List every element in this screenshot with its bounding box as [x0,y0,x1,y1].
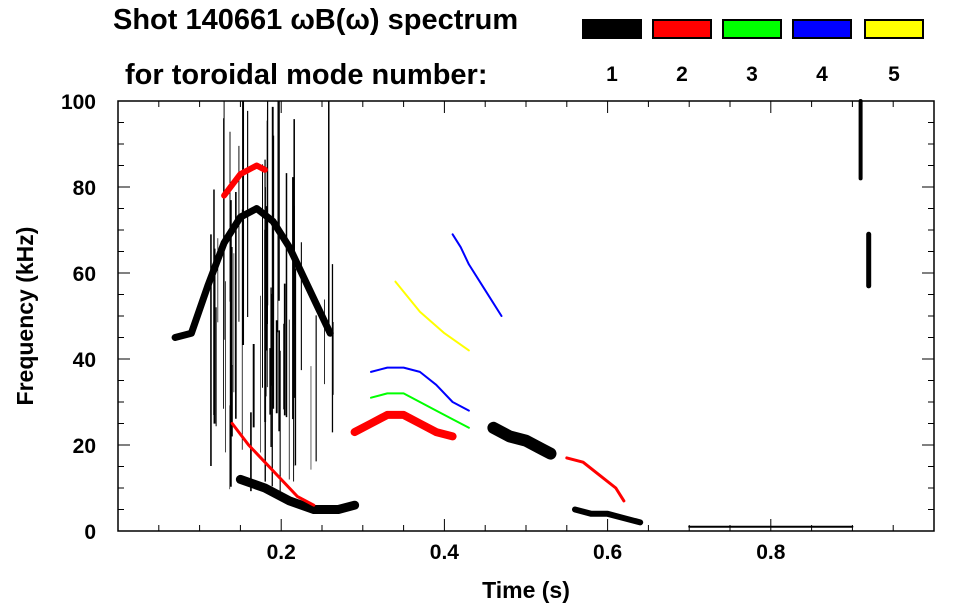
x-axis-title: Time (s) [482,577,570,603]
legend-label-mode-5: 5 [888,63,900,86]
legend-label-mode-1: 1 [606,63,618,86]
x-tick-label: 0.4 [430,541,460,564]
axis-ticks [118,101,934,531]
x-tick-label: 0.8 [756,541,786,564]
legend-swatch-mode-3 [722,19,782,39]
axis-labels: 0.2 0.4 0.6 0.8 0 20 40 60 80 100 [61,91,786,564]
feature-n1-early-chirp [171,205,334,341]
feature-n1-late-burst [487,421,557,460]
chart-title-line2: for toroidal mode number: [125,59,488,91]
y-axis-title: Frequency (kHz) [12,227,38,406]
legend-swatch-mode-1 [582,19,642,39]
feature-n4-central-mode [370,366,470,412]
y-tick-label: 80 [73,177,96,200]
spectrogram-features [171,99,872,528]
y-tick-label: 40 [73,349,96,372]
y-tick-label: 100 [61,91,96,114]
feature-n2-late [565,456,626,503]
feature-n1-low-freq-burst [235,474,360,514]
x-tick-label: 0.2 [267,541,296,564]
feature-n2-early-high [221,162,268,199]
legend-label-mode-3: 3 [746,63,758,86]
legend-label-mode-4: 4 [816,63,828,86]
chart-title-line1: Shot 140661 ωB(ω) spectrum [113,4,519,36]
feature-n1-late-low [572,506,644,526]
feature-n2-central-mode [350,410,457,441]
feature-n2-descending [230,422,316,507]
y-tick-label: 0 [84,521,96,544]
feature-n3-central-mode [370,392,470,429]
y-tick-label: 60 [73,263,96,286]
y-tick-label: 20 [73,435,96,458]
feature-n1-early-broadband [210,101,334,492]
legend-swatch-mode-2 [652,19,712,39]
legend-swatch-mode-5 [864,19,924,39]
legend-label-mode-2: 2 [676,63,688,86]
feature-n5-descending [394,280,470,352]
feature-n4-descending-high [451,233,503,317]
legend-swatch-mode-4 [792,19,852,39]
plot-frame [117,100,935,532]
x-tick-label: 0.6 [593,541,622,564]
